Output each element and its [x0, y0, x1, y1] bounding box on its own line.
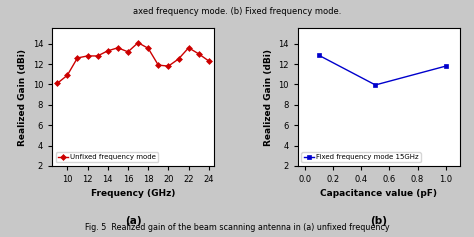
Text: Fig. 5  Realized gain of the beam scanning antenna in (a) unfixed frequency: Fig. 5 Realized gain of the beam scannin…: [85, 223, 389, 232]
X-axis label: Frequency (GHz): Frequency (GHz): [91, 190, 175, 198]
X-axis label: Capacitance value (pF): Capacitance value (pF): [320, 190, 438, 198]
Text: (a): (a): [125, 216, 141, 226]
Text: axed frequency mode. (b) Fixed frequency mode.: axed frequency mode. (b) Fixed frequency…: [133, 7, 341, 16]
Y-axis label: Realized Gain (dBi): Realized Gain (dBi): [18, 49, 27, 146]
Text: (b): (b): [370, 216, 387, 226]
Y-axis label: Realized Gain (dBi): Realized Gain (dBi): [264, 49, 273, 146]
Legend: Unfixed frequency mode: Unfixed frequency mode: [55, 152, 158, 162]
Legend: Fixed frequency mode 15GHz: Fixed frequency mode 15GHz: [301, 152, 421, 162]
